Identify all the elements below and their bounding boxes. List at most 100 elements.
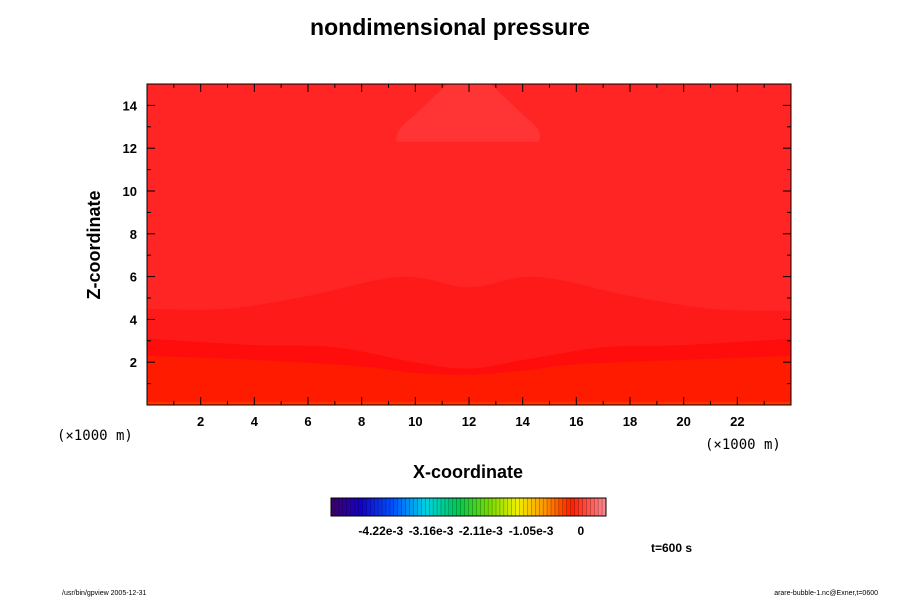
colorbar-cell xyxy=(393,498,399,516)
colorbar-cell xyxy=(448,498,454,516)
colorbar-cell xyxy=(531,498,536,516)
time-annotation: t=600 s xyxy=(651,541,693,555)
y-tick-label: 14 xyxy=(123,98,138,113)
colorbar-cell xyxy=(558,498,564,516)
colorbar-cell xyxy=(598,498,603,516)
colorbar-tick-label: -1.05e-3 xyxy=(509,524,554,538)
colorbar-cell xyxy=(594,498,599,516)
colorbar-cell xyxy=(578,498,583,516)
x-tick-label: 8 xyxy=(358,414,365,429)
colorbar-cell xyxy=(417,498,422,516)
colorbar-cell xyxy=(503,498,509,516)
colorbar-cell xyxy=(484,498,489,516)
x-tick-label: 10 xyxy=(408,414,422,429)
colorbar-cell xyxy=(543,498,548,516)
colorbar-cell xyxy=(511,498,516,516)
y-axis-unit: (×1000 m) xyxy=(57,428,133,444)
colorbar-cell xyxy=(386,498,391,516)
x-axis-unit: (×1000 m) xyxy=(705,437,781,453)
colorbar-cell xyxy=(452,498,458,516)
x-axis-ticks: 2 4 6 8 10 12 14 16 18 20 22 xyxy=(146,84,792,429)
colorbar-cell xyxy=(602,498,607,516)
colorbar-cell xyxy=(476,498,481,516)
colorbar-cell xyxy=(444,498,450,516)
colorbar-cell xyxy=(409,498,414,516)
colorbar-cell xyxy=(366,498,371,516)
x-tick-label: 12 xyxy=(462,414,476,429)
colorbar-tick-label: 0 xyxy=(578,524,585,538)
y-tick-label: 8 xyxy=(130,227,137,242)
colorbar-cell xyxy=(401,498,406,516)
colorbar-tick-label: -3.16e-3 xyxy=(409,524,454,538)
x-tick-label: 16 xyxy=(569,414,583,429)
colorbar-cell xyxy=(397,498,403,516)
colorbar-cell xyxy=(488,498,493,516)
colorbar-cell xyxy=(346,498,351,516)
colorbar-cell xyxy=(429,498,434,516)
x-axis-label: X-coordinate xyxy=(413,462,523,482)
colorbar-cell xyxy=(519,498,524,516)
x-tick-label: 14 xyxy=(515,414,530,429)
colorbar-frame xyxy=(330,497,607,517)
chart-title: nondimensional pressure xyxy=(310,14,590,40)
x-tick-label: 2 xyxy=(197,414,204,429)
x-tick-label: 22 xyxy=(730,414,744,429)
colorbar-cell xyxy=(433,498,438,516)
colorbar-cell xyxy=(370,498,375,516)
colorbar-cell xyxy=(480,498,485,516)
colorbar-cell xyxy=(472,498,477,516)
region-top-anomaly xyxy=(396,84,541,142)
colorbar-cell xyxy=(590,498,595,516)
colorbar-cell xyxy=(464,498,469,516)
colorbar-cell xyxy=(334,498,340,516)
colorbar-cell xyxy=(535,498,540,516)
colorbar-cell xyxy=(389,498,395,516)
colorbar-cell xyxy=(539,498,544,516)
colorbar-cell xyxy=(496,498,501,516)
colorbar-cell xyxy=(460,498,465,516)
colorbar-cell xyxy=(405,498,410,516)
colorbar-cell xyxy=(582,498,587,516)
colorbar-cell xyxy=(492,498,497,516)
colorbar-cell xyxy=(570,498,575,516)
x-tick-label: 18 xyxy=(623,414,637,429)
region-lower-layer xyxy=(147,355,791,405)
x-tick-label: 4 xyxy=(251,414,259,429)
colorbar-cell xyxy=(421,498,426,516)
colorbar-tick-labels: -4.22e-3 -3.16e-3 -2.11e-3 -1.05e-3 0 xyxy=(358,524,584,538)
colorbar-cell xyxy=(358,498,363,516)
colorbar-cell xyxy=(338,498,344,516)
x-tick-label: 6 xyxy=(304,414,311,429)
colorbar-cell xyxy=(378,498,383,516)
colorbar-cell xyxy=(456,498,461,516)
colorbar-cell xyxy=(382,498,387,516)
y-tick-label: 10 xyxy=(123,184,137,199)
y-tick-label: 2 xyxy=(130,355,137,370)
colorbar-cell xyxy=(566,498,571,516)
colorbar-cell xyxy=(342,498,348,516)
colorbar-tick-label: -4.22e-3 xyxy=(358,524,403,538)
footer-source: arare-bubble-1.nc@Exner,t=0600 xyxy=(774,590,878,597)
colorbar xyxy=(330,497,607,517)
colorbar-cell xyxy=(425,498,430,516)
contour-field xyxy=(147,84,791,405)
colorbar-cell xyxy=(441,498,446,516)
y-tick-label: 6 xyxy=(130,270,137,285)
colorbar-cell xyxy=(374,498,379,516)
colorbar-cell xyxy=(515,498,520,516)
colorbar-cell xyxy=(554,498,560,516)
footer-command: /usr/bin/gpview 2005-12-31 xyxy=(62,590,147,597)
colorbar-cell xyxy=(523,498,528,516)
colorbar-cell xyxy=(527,498,532,516)
colorbar-cell xyxy=(437,498,442,516)
y-tick-label: 4 xyxy=(130,312,138,327)
y-axis-label: Z-coordinate xyxy=(84,190,104,299)
colorbar-cell xyxy=(551,498,556,516)
colorbar-tick-label: -2.11e-3 xyxy=(459,524,503,538)
colorbar-cell xyxy=(362,498,367,516)
colorbar-cell xyxy=(499,498,505,516)
colorbar-cell xyxy=(507,498,513,516)
colorbar-cell xyxy=(331,498,336,516)
y-axis-ticks: 2 4 6 8 10 12 14 xyxy=(123,83,791,385)
